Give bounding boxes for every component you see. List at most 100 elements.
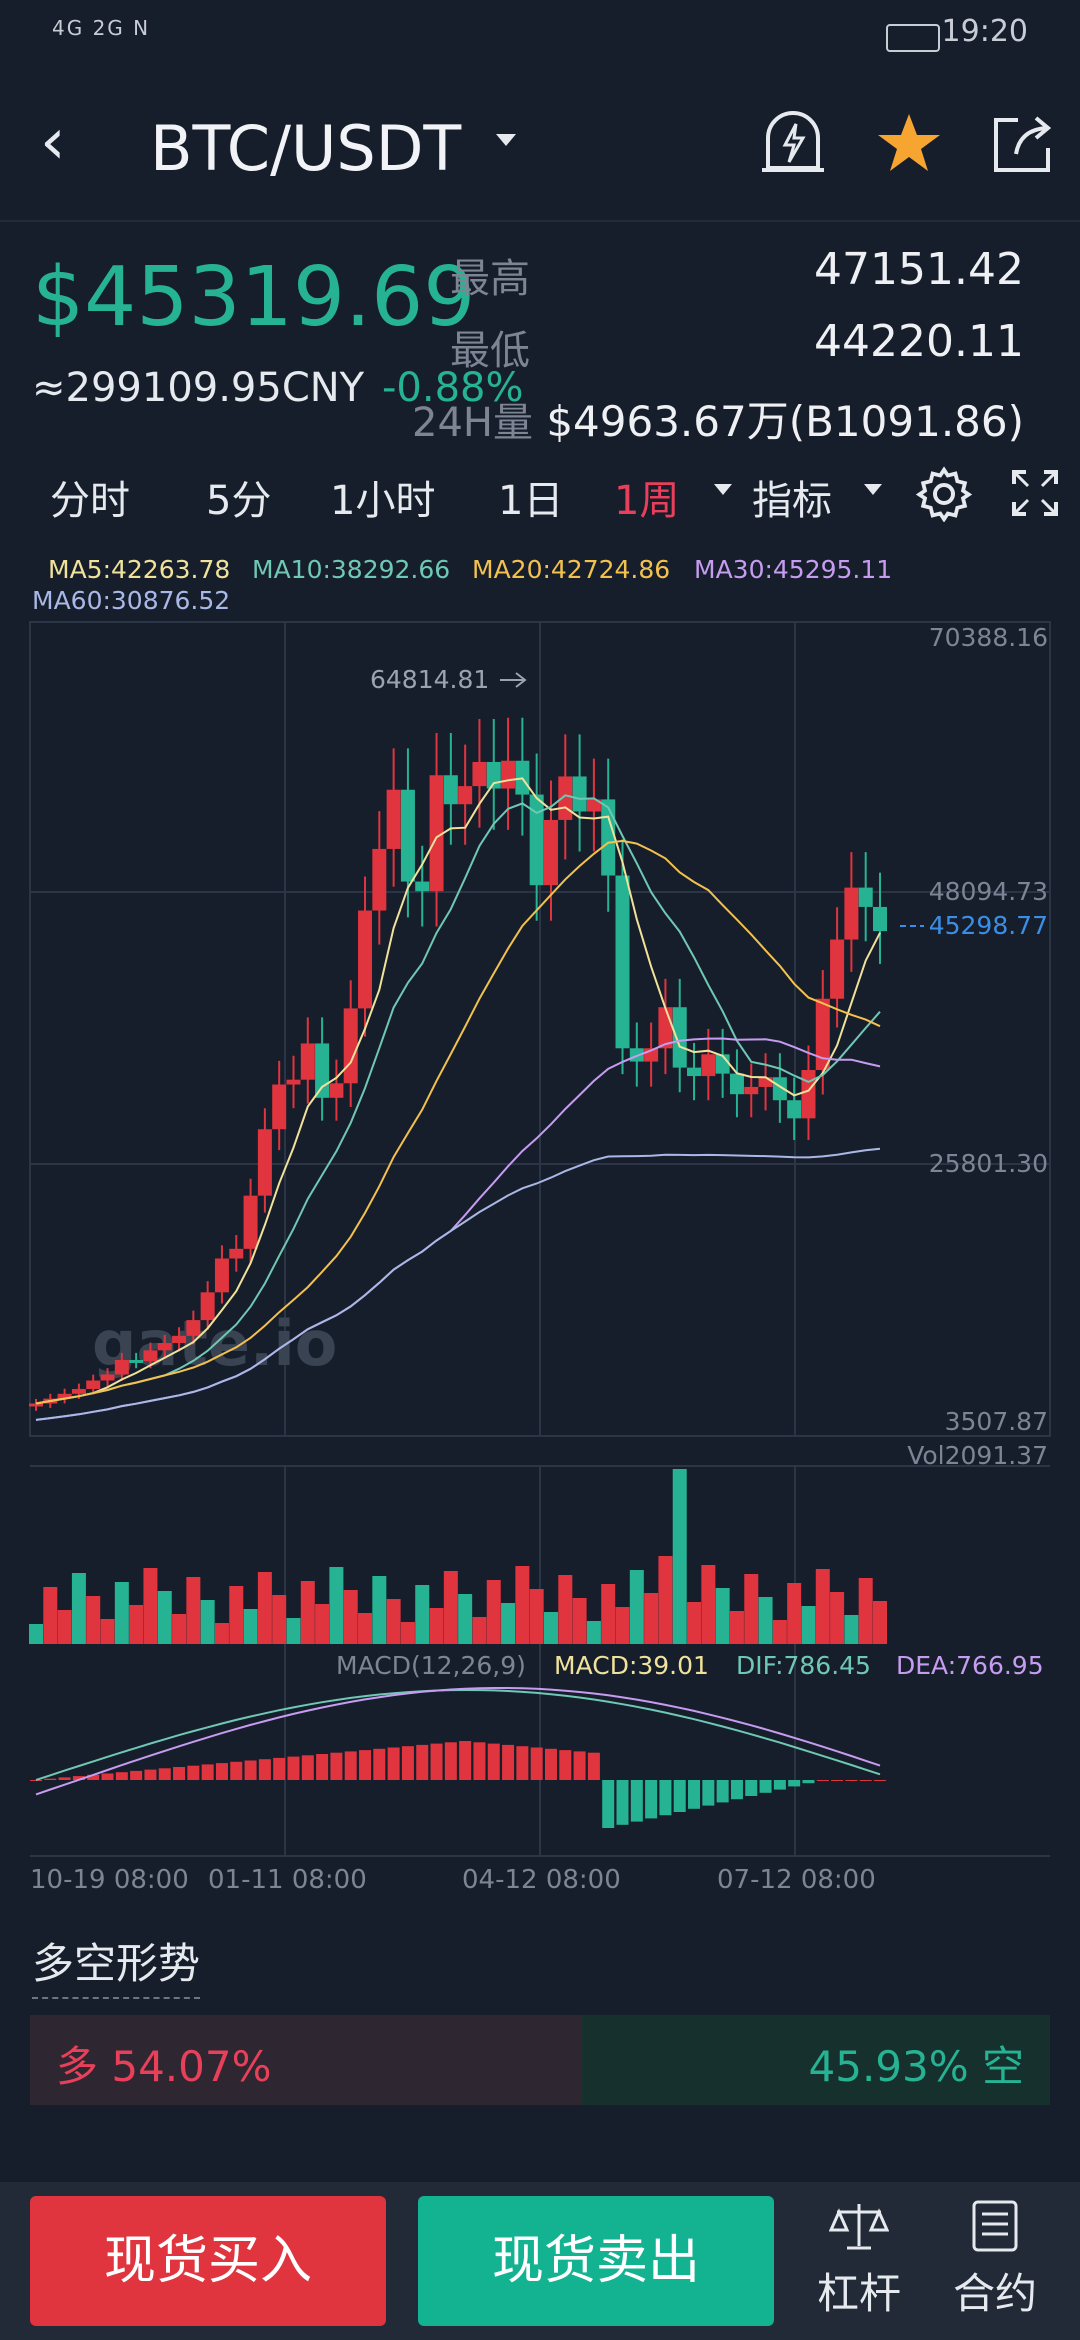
- pair-title[interactable]: BTC/USDT: [150, 112, 462, 185]
- tab-indicator[interactable]: 指标: [752, 478, 832, 524]
- tab-1hour[interactable]: 1小时: [330, 478, 436, 524]
- volume-bar: [744, 1574, 759, 1644]
- macd-bar: [773, 1780, 786, 1790]
- kline-chart[interactable]: gate.io 70388.16 48094.73 25801.30 3507.…: [0, 620, 1080, 1920]
- macd-bar: [58, 1777, 71, 1780]
- candle: [529, 794, 544, 886]
- volume-bar: [443, 1571, 458, 1644]
- margin-button[interactable]: 杠杆: [804, 2200, 914, 2321]
- candle: [472, 761, 487, 787]
- macd-bar: [158, 1768, 171, 1780]
- candle: [858, 887, 873, 907]
- volume-bar: [429, 1608, 444, 1644]
- macd-bar: [230, 1761, 243, 1780]
- settings-icon[interactable]: [916, 466, 972, 522]
- candle: [272, 1084, 287, 1130]
- candle: [400, 789, 415, 882]
- candle: [873, 906, 887, 932]
- interval-tabs: 分时 5分 1小时 1日 1周 指标: [0, 460, 1080, 530]
- macd-bar: [201, 1764, 214, 1780]
- candle: [386, 789, 401, 849]
- candle: [601, 799, 616, 876]
- volume-bar: [772, 1620, 787, 1644]
- tab-timeshare[interactable]: 分时: [50, 478, 130, 524]
- candle: [458, 786, 473, 805]
- chevron-down-icon[interactable]: [496, 134, 516, 146]
- y-tick-label: 3507.87: [945, 1407, 1048, 1436]
- candle: [358, 910, 373, 1009]
- macd-bar: [101, 1773, 114, 1780]
- volume-bar: [715, 1588, 730, 1644]
- volume-bars: [29, 1469, 887, 1644]
- tab-5min[interactable]: 5分: [206, 478, 272, 524]
- macd-bar: [559, 1750, 572, 1780]
- macd-bar: [759, 1780, 772, 1793]
- macd-bar: [516, 1746, 529, 1780]
- back-icon[interactable]: ‹: [40, 105, 66, 179]
- long-percent: 多 54.07%: [56, 2042, 272, 2091]
- volume-bar: [43, 1587, 58, 1644]
- volume-bar: [687, 1602, 702, 1644]
- spot-sell-button[interactable]: 现货卖出: [418, 2196, 774, 2326]
- volume-bar: [257, 1572, 272, 1644]
- macd-bar: [530, 1747, 543, 1780]
- spot-buy-button[interactable]: 现货买入: [30, 2196, 386, 2326]
- bottom-action-bar: 现货买入 现货卖出 杠杆 合约: [0, 2182, 1080, 2340]
- star-icon[interactable]: [874, 108, 944, 178]
- candle: [586, 799, 601, 812]
- macd-bar: [373, 1748, 386, 1780]
- x-tick-label: 07-12 08:00: [717, 1865, 876, 1895]
- macd-bar: [72, 1776, 85, 1780]
- candle: [129, 1359, 144, 1363]
- macd-bar: [444, 1742, 457, 1780]
- volume-bar: [129, 1605, 144, 1644]
- fullscreen-icon[interactable]: [1010, 468, 1060, 518]
- volume-bar: [71, 1573, 86, 1644]
- candle: [315, 1043, 330, 1098]
- dif-value: DIF:786.45: [736, 1651, 871, 1680]
- contract-button[interactable]: 合约: [940, 2200, 1050, 2321]
- macd-bar: [316, 1754, 329, 1780]
- ma-lines: [35, 777, 881, 1421]
- ma-line: [35, 839, 881, 1405]
- candle: [214, 1258, 229, 1293]
- macd-bar: [630, 1780, 643, 1822]
- candle: [286, 1079, 301, 1085]
- long-portion: [30, 2015, 582, 2105]
- chevron-down-icon[interactable]: [714, 484, 732, 495]
- candle: [701, 1054, 716, 1077]
- chevron-down-icon[interactable]: [864, 484, 882, 495]
- tab-1day[interactable]: 1日: [498, 478, 564, 524]
- status-bar: 4G 2G N 19:20: [0, 0, 1080, 72]
- candle: [801, 1070, 816, 1119]
- candle: [772, 1077, 787, 1101]
- current-price-label: 45298.77: [929, 911, 1048, 940]
- volume-bar: [858, 1578, 873, 1644]
- price-alert-icon[interactable]: [758, 108, 828, 178]
- candle: [100, 1374, 115, 1381]
- ma30-legend: MA30:45295.11: [694, 555, 893, 584]
- volume-24h-value: $4963.67万(B1091.86): [546, 397, 1024, 446]
- candle: [243, 1195, 258, 1249]
- dea-value: DEA:766.95: [896, 1651, 1044, 1680]
- scale-icon: [828, 2204, 890, 2250]
- macd-bar: [258, 1759, 271, 1780]
- volume-bar: [386, 1599, 401, 1644]
- tab-1week[interactable]: 1周: [614, 478, 680, 524]
- volume-bar: [458, 1594, 473, 1644]
- volume-bar: [615, 1607, 630, 1644]
- volume-24h-label: 24H量: [412, 400, 533, 446]
- dif-line: [35, 1688, 881, 1781]
- macd-bar: [802, 1780, 815, 1784]
- ma20-legend: MA20:42724.86: [472, 555, 671, 584]
- macd-bar: [487, 1743, 500, 1780]
- volume-bar: [658, 1556, 673, 1644]
- long-short-bar: 多 54.07% 45.93% 空: [30, 2015, 1050, 2105]
- share-icon[interactable]: [988, 108, 1058, 178]
- volume-bar: [501, 1603, 516, 1644]
- candle: [57, 1393, 72, 1399]
- macd-bar: [544, 1748, 557, 1780]
- volume-bar: [300, 1581, 315, 1644]
- macd-bar: [330, 1752, 343, 1780]
- macd-bar: [816, 1780, 829, 1781]
